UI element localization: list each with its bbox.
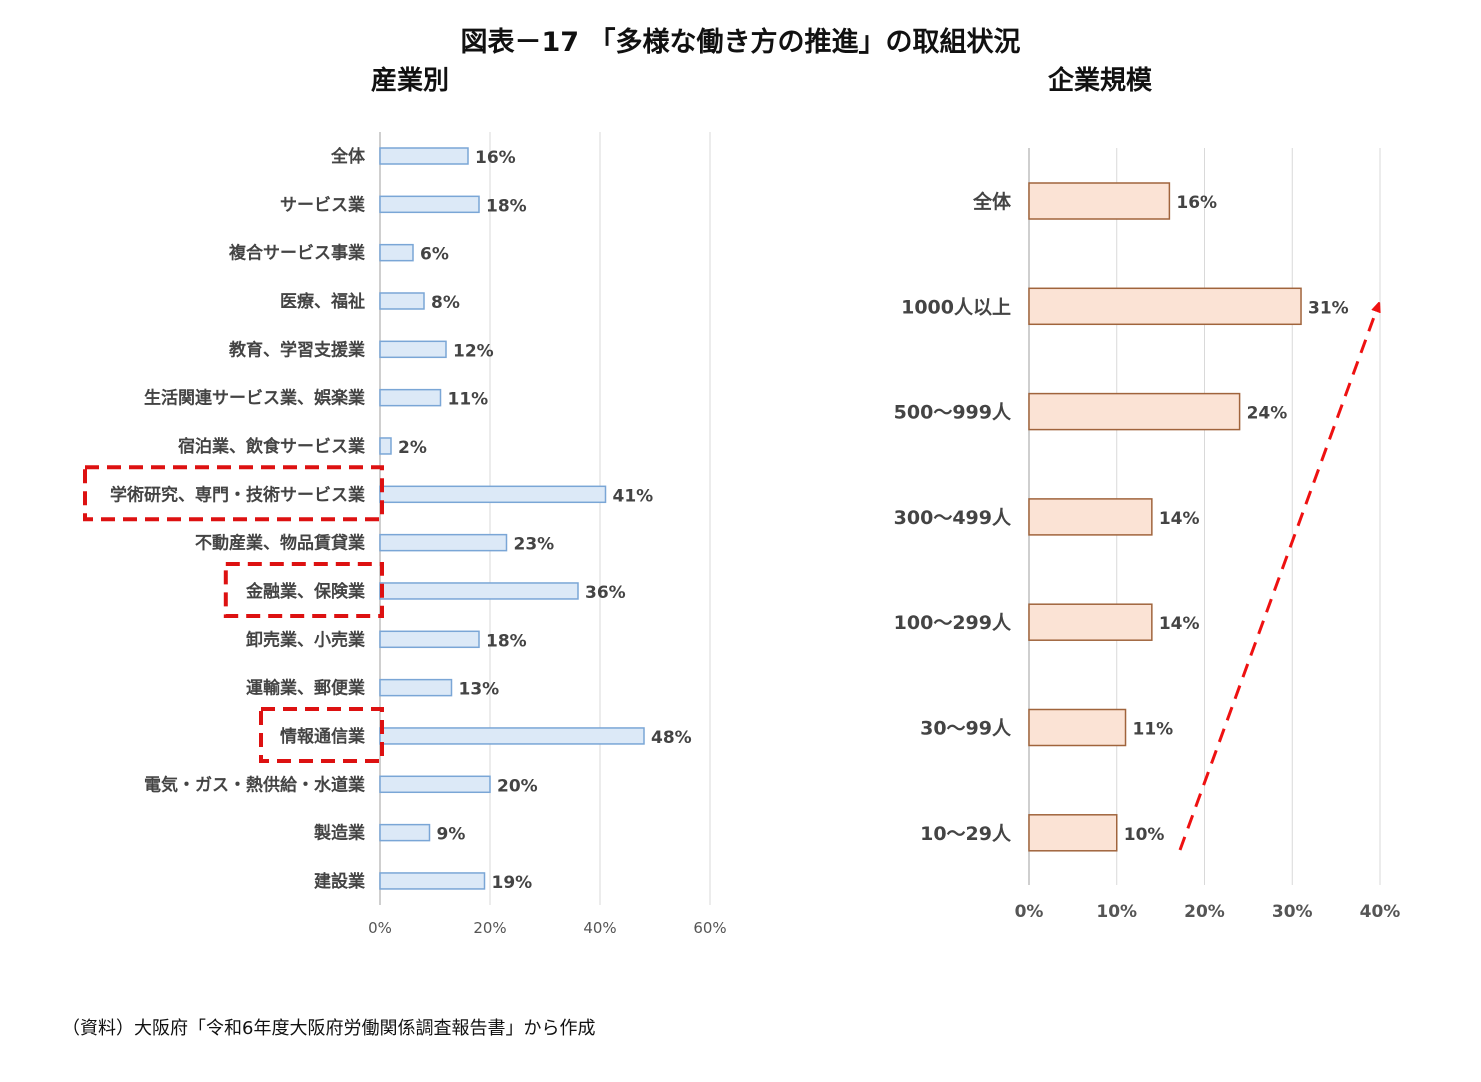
size-data-label: 24% xyxy=(1247,404,1288,424)
industry-data-label: 48% xyxy=(651,728,692,748)
size-data-label: 14% xyxy=(1159,614,1200,634)
size-bar xyxy=(1028,287,1302,326)
source-note: （資料）大阪府「令和6年度大阪府労働関係調査報告書」から作成 xyxy=(62,1018,596,1039)
size-data-label: 14% xyxy=(1159,509,1200,529)
industry-data-label: 18% xyxy=(486,631,527,651)
industry-category-label: 金融業、保険業 xyxy=(245,581,365,602)
industry-data-label: 8% xyxy=(431,293,460,313)
size-category-label: 10～29人 xyxy=(920,823,1012,845)
company-size-chart: 0% 10% 20% 30% 40% 全体 16% 1000人以上 31% 500～999人 24%… xyxy=(894,148,1401,922)
size-category-label: 100～299人 xyxy=(894,612,1012,634)
industry-x-tick-label: 60% xyxy=(693,919,726,937)
size-category-label: 30～99人 xyxy=(920,718,1012,740)
highlight-box xyxy=(83,465,384,522)
industry-category-label: 生活関連サービス業、娯楽業 xyxy=(144,388,365,409)
size-category-label: 500～999人 xyxy=(894,402,1012,424)
industry-bar xyxy=(379,340,447,359)
industry-data-label: 9% xyxy=(437,825,466,845)
size-bar xyxy=(1028,182,1171,220)
industry-bar xyxy=(379,727,645,745)
size-category-label: 1000人以上 xyxy=(901,296,1011,318)
industry-category-label: 情報通信業 xyxy=(280,726,365,747)
industry-data-label: 36% xyxy=(585,583,626,603)
size-bar xyxy=(1028,498,1153,536)
size-bar xyxy=(1028,603,1153,641)
size-x-tick-label: 0% xyxy=(1015,902,1044,922)
industry-bar xyxy=(379,243,414,262)
industry-data-label: 41% xyxy=(613,486,654,506)
industry-category-label: 製造業 xyxy=(313,823,365,844)
industry-category-label: 不動産業、物品賃貸業 xyxy=(195,533,365,554)
industry-x-tick-label: 0% xyxy=(368,919,392,937)
industry-bar xyxy=(379,823,431,842)
industry-data-label: 11% xyxy=(448,390,489,410)
size-x-tick-label: 40% xyxy=(1360,902,1401,922)
industry-category-label: 全体 xyxy=(330,146,366,167)
industry-bar xyxy=(379,195,480,214)
industry-bar xyxy=(379,872,486,890)
industry-bar xyxy=(379,388,442,407)
size-data-label: 31% xyxy=(1308,298,1349,318)
industry-data-label: 23% xyxy=(514,535,555,555)
industry-category-label: サービス業 xyxy=(280,194,365,215)
size-data-label: 16% xyxy=(1176,193,1217,213)
size-data-label: 11% xyxy=(1133,720,1174,740)
industry-data-label: 20% xyxy=(497,776,538,796)
industry-category-label: 教育、学習支援業 xyxy=(228,339,365,360)
industry-category-label: 複合サービス事業 xyxy=(228,243,365,264)
industry-bar xyxy=(379,147,469,165)
size-data-label: 10% xyxy=(1124,825,1165,845)
company-size-chart-title: 企業規模 xyxy=(1047,66,1152,96)
size-category-label: 全体 xyxy=(972,190,1012,213)
industry-category-label: 運輸業、郵便業 xyxy=(246,678,365,699)
size-x-tick-label: 20% xyxy=(1184,902,1225,922)
figure-title: 図表－17 「多様な働き方の推進」の取組状況 xyxy=(460,27,1021,58)
industry-bar xyxy=(379,485,607,504)
industry-category-label: 建設業 xyxy=(314,871,365,892)
industry-chart: 0% 20% 40% 60% 全体 16% サービス業 18% 複合サービス事業 6% 医療、福祉 8… xyxy=(83,132,727,937)
highlight-box xyxy=(223,561,384,618)
size-x-tick-label: 30% xyxy=(1272,902,1313,922)
industry-bar xyxy=(379,630,480,649)
industry-data-label: 16% xyxy=(475,148,516,168)
industry-data-label: 18% xyxy=(486,196,527,216)
industry-data-label: 6% xyxy=(420,245,449,265)
industry-data-label: 12% xyxy=(453,341,494,361)
trend-arrow xyxy=(1178,306,1378,851)
industry-data-label: 13% xyxy=(459,680,500,700)
industry-bar xyxy=(379,775,491,794)
size-x-tick-label: 10% xyxy=(1096,902,1137,922)
industry-category-label: 電気・ガス・熱供給・水道業 xyxy=(144,774,365,795)
industry-x-tick-label: 40% xyxy=(583,919,616,937)
industry-bar xyxy=(379,678,453,697)
industry-bar xyxy=(379,292,425,310)
industry-bar xyxy=(379,437,392,455)
industry-category-label: 医療、福祉 xyxy=(280,291,365,312)
industry-category-label: 卸売業、小売業 xyxy=(246,629,365,650)
size-bar xyxy=(1028,392,1241,431)
industry-bar xyxy=(379,533,508,552)
industry-data-label: 2% xyxy=(398,438,427,458)
size-bar xyxy=(1028,708,1127,747)
industry-chart-title: 産業別 xyxy=(370,66,449,96)
industry-bar xyxy=(379,582,579,600)
industry-category-label: 宿泊業、飲食サービス業 xyxy=(178,436,365,457)
industry-x-tick-label: 20% xyxy=(473,919,506,937)
industry-data-label: 19% xyxy=(492,873,533,893)
highlight-box xyxy=(259,706,384,763)
industry-category-label: 学術研究、専門・技術サービス業 xyxy=(110,484,365,505)
size-bar xyxy=(1028,814,1118,852)
size-category-label: 300～499人 xyxy=(894,507,1012,529)
